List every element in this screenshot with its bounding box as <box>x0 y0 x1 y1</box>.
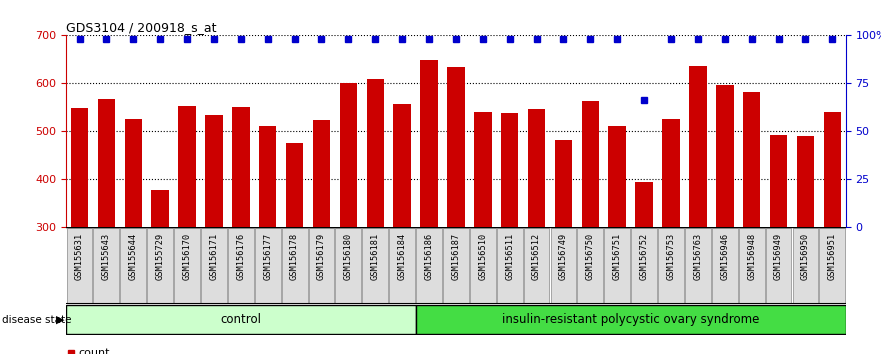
FancyBboxPatch shape <box>658 228 684 304</box>
Text: GSM156946: GSM156946 <box>721 233 729 280</box>
FancyBboxPatch shape <box>201 228 226 304</box>
FancyBboxPatch shape <box>389 228 415 304</box>
Text: GSM156753: GSM156753 <box>667 233 676 280</box>
FancyBboxPatch shape <box>712 228 737 304</box>
Text: GSM155729: GSM155729 <box>156 233 165 280</box>
Text: GSM156184: GSM156184 <box>397 233 407 280</box>
FancyBboxPatch shape <box>67 228 93 304</box>
FancyBboxPatch shape <box>308 228 335 304</box>
FancyBboxPatch shape <box>685 228 711 304</box>
FancyBboxPatch shape <box>766 228 791 304</box>
Bar <box>152 190 169 227</box>
Text: GSM156179: GSM156179 <box>317 233 326 280</box>
FancyBboxPatch shape <box>631 228 657 304</box>
Bar <box>501 113 518 227</box>
FancyBboxPatch shape <box>228 228 254 304</box>
FancyBboxPatch shape <box>577 228 603 304</box>
Text: GSM156181: GSM156181 <box>371 233 380 280</box>
FancyBboxPatch shape <box>470 228 496 304</box>
Bar <box>232 107 249 227</box>
FancyBboxPatch shape <box>416 305 846 334</box>
Text: GSM155644: GSM155644 <box>129 233 137 280</box>
Bar <box>474 112 492 227</box>
FancyBboxPatch shape <box>174 228 200 304</box>
Text: GSM156180: GSM156180 <box>344 233 353 280</box>
Text: GSM156187: GSM156187 <box>451 233 461 280</box>
FancyBboxPatch shape <box>739 228 765 304</box>
Text: GSM156178: GSM156178 <box>290 233 300 280</box>
Bar <box>70 108 88 227</box>
FancyBboxPatch shape <box>66 305 416 334</box>
FancyBboxPatch shape <box>282 228 307 304</box>
Bar <box>448 67 464 227</box>
Text: GSM156186: GSM156186 <box>425 233 433 280</box>
Text: GSM156948: GSM156948 <box>747 233 756 280</box>
Bar <box>178 105 196 227</box>
Bar <box>340 83 357 227</box>
Bar <box>609 126 626 227</box>
Bar <box>663 119 680 227</box>
Bar <box>796 136 814 227</box>
Text: GSM156950: GSM156950 <box>801 233 810 280</box>
Text: GSM156170: GSM156170 <box>182 233 191 280</box>
Bar <box>313 120 330 227</box>
Bar <box>635 182 653 227</box>
Text: GSM156751: GSM156751 <box>612 233 622 280</box>
Text: GSM155643: GSM155643 <box>102 233 111 280</box>
Bar <box>285 143 303 227</box>
FancyBboxPatch shape <box>793 228 818 304</box>
FancyBboxPatch shape <box>819 228 845 304</box>
Text: control: control <box>220 313 262 326</box>
Text: GSM156176: GSM156176 <box>236 233 245 280</box>
FancyBboxPatch shape <box>416 228 442 304</box>
FancyBboxPatch shape <box>336 228 361 304</box>
FancyBboxPatch shape <box>497 228 522 304</box>
FancyBboxPatch shape <box>362 228 389 304</box>
Bar <box>366 79 384 227</box>
Text: GSM155631: GSM155631 <box>75 233 84 280</box>
Bar <box>205 115 223 227</box>
Text: ▶: ▶ <box>56 315 64 325</box>
FancyBboxPatch shape <box>147 228 173 304</box>
Text: GDS3104 / 200918_s_at: GDS3104 / 200918_s_at <box>66 21 217 34</box>
Bar <box>420 60 438 227</box>
Text: GSM156752: GSM156752 <box>640 233 648 280</box>
FancyBboxPatch shape <box>121 228 146 304</box>
Text: GSM156512: GSM156512 <box>532 233 541 280</box>
Bar <box>581 101 599 227</box>
Bar <box>770 135 788 227</box>
Text: GSM156510: GSM156510 <box>478 233 487 280</box>
Bar <box>98 99 115 227</box>
Text: GSM156763: GSM156763 <box>693 233 702 280</box>
Text: GSM156750: GSM156750 <box>586 233 595 280</box>
Bar <box>689 67 707 227</box>
Text: count: count <box>78 348 110 354</box>
Text: GSM156749: GSM156749 <box>559 233 568 280</box>
FancyBboxPatch shape <box>93 228 119 304</box>
Text: GSM156949: GSM156949 <box>774 233 783 280</box>
Bar <box>555 139 572 227</box>
Text: GSM156951: GSM156951 <box>828 233 837 280</box>
FancyBboxPatch shape <box>255 228 281 304</box>
FancyBboxPatch shape <box>551 228 576 304</box>
FancyBboxPatch shape <box>523 228 550 304</box>
Bar <box>124 119 142 227</box>
Text: GSM156511: GSM156511 <box>505 233 515 280</box>
FancyBboxPatch shape <box>443 228 469 304</box>
Bar <box>528 109 545 227</box>
Text: GSM156171: GSM156171 <box>210 233 218 280</box>
Text: insulin-resistant polycystic ovary syndrome: insulin-resistant polycystic ovary syndr… <box>502 313 759 326</box>
Bar <box>394 104 411 227</box>
Text: GSM156177: GSM156177 <box>263 233 272 280</box>
Text: disease state: disease state <box>2 315 71 325</box>
Bar <box>259 126 277 227</box>
Bar <box>743 92 760 227</box>
Bar <box>716 85 734 227</box>
Bar <box>824 112 841 227</box>
FancyBboxPatch shape <box>604 228 630 304</box>
